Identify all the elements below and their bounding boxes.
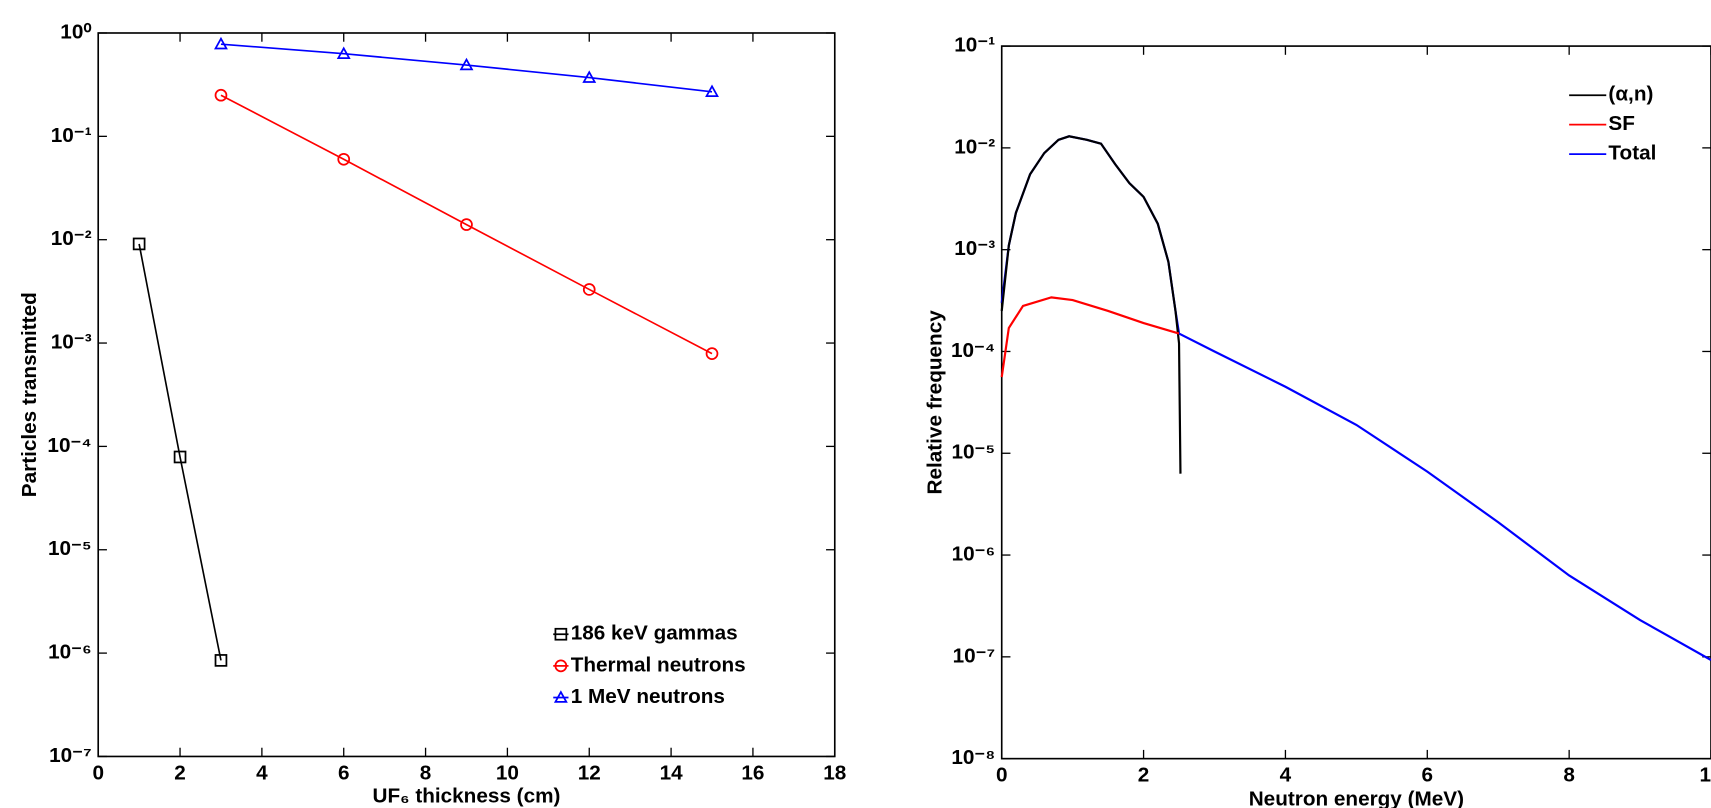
- y-tick-label: 10⁻⁷: [953, 644, 996, 667]
- y-tick-label: 10⁻³: [954, 237, 995, 260]
- y-tick-label: 10⁻⁷: [49, 744, 92, 767]
- legend-label: 186 keV gammas: [571, 622, 738, 645]
- y-tick-label: 10⁻¹: [51, 124, 92, 147]
- marker: [705, 347, 719, 360]
- marker: [214, 88, 228, 102]
- series-line: [138, 243, 222, 661]
- x-tick-label: 2: [1138, 764, 1150, 787]
- marker: [214, 36, 228, 50]
- x-tick-label: 0: [996, 764, 1008, 787]
- legend-label: (α,n): [1608, 83, 1653, 106]
- marker: [173, 450, 187, 464]
- y-tick-label: 10⁻⁵: [48, 537, 92, 560]
- x-tick-label: 16: [741, 761, 764, 784]
- series-line: [1000, 135, 1182, 474]
- marker: [582, 283, 596, 296]
- x-tick-label: 0: [92, 761, 104, 784]
- x-tick-label: 2: [174, 761, 186, 784]
- plot-frame: [97, 32, 836, 758]
- y-tick-label: 10⁻¹: [954, 34, 995, 57]
- legend-label: SF: [1608, 112, 1634, 135]
- legend-marker: [553, 690, 568, 703]
- marker: [337, 152, 351, 166]
- legend-label: 1 MeV neutrons: [571, 685, 725, 708]
- legend-marker: [554, 659, 568, 673]
- y-axis-label: Relative frequency: [924, 310, 947, 495]
- series-line: [220, 43, 713, 93]
- x-tick-label: 12: [578, 761, 601, 784]
- marker: [460, 218, 473, 231]
- marker: [705, 84, 719, 97]
- x-tick-label: 18: [823, 761, 846, 784]
- x-tick-label: 4: [256, 761, 268, 784]
- x-tick-label: 10: [496, 761, 519, 784]
- y-tick-label: 10⁻⁶: [952, 543, 996, 566]
- y-tick-label: 10⁻²: [51, 227, 92, 250]
- y-tick-label: 10⁻⁵: [951, 441, 995, 464]
- x-tick-label: 8: [420, 761, 432, 784]
- marker: [336, 46, 351, 59]
- y-tick-label: 10⁻³: [51, 331, 92, 354]
- series-line: [1000, 135, 1711, 662]
- x-tick-label: 6: [338, 761, 350, 784]
- y-tick-label: 10⁻⁴: [47, 434, 91, 457]
- legend-label: Total: [1608, 142, 1656, 165]
- x-axis-label: Neutron energy (MeV): [1249, 788, 1464, 808]
- legend-label: Thermal neutrons: [571, 653, 746, 676]
- series-line: [220, 94, 713, 355]
- x-tick-label: 14: [660, 761, 684, 784]
- series-line: [1000, 296, 1180, 378]
- x-tick-label: 4: [1280, 764, 1292, 787]
- y-axis-label: Particles transmitted: [18, 292, 41, 497]
- y-tick-label: 10⁻⁸: [951, 746, 995, 769]
- marker: [132, 237, 146, 251]
- y-tick-label: 10⁻⁴: [951, 339, 995, 362]
- x-tick-label: 10: [1699, 764, 1711, 787]
- y-tick-label: 10⁻⁶: [48, 641, 92, 664]
- x-tick-label: 6: [1422, 764, 1434, 787]
- marker: [214, 654, 228, 667]
- x-axis-label: UF₆ thickness (cm): [373, 784, 561, 807]
- y-tick-label: 10⁻²: [954, 135, 995, 158]
- marker: [582, 70, 597, 83]
- y-tick-label: 10⁰: [60, 20, 92, 43]
- x-tick-label: 8: [1563, 764, 1575, 787]
- legend-marker: [554, 627, 568, 641]
- marker: [459, 57, 474, 71]
